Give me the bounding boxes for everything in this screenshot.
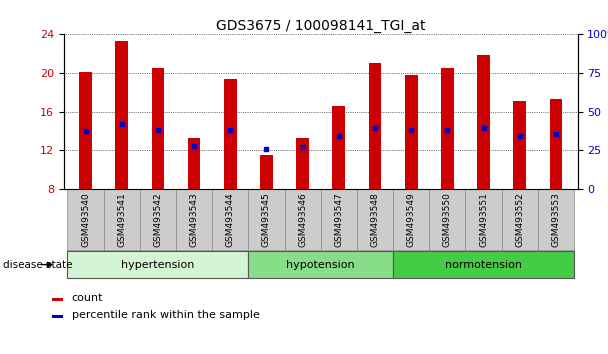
Bar	[151, 68, 164, 189]
Text: hypotension: hypotension	[286, 259, 355, 270]
Bar	[260, 155, 273, 189]
Text: GSM493551: GSM493551	[479, 192, 488, 247]
FancyBboxPatch shape	[393, 189, 429, 250]
Bar	[116, 41, 128, 189]
Bar	[405, 75, 418, 189]
Text: GSM493540: GSM493540	[81, 192, 90, 247]
Text: GSM493546: GSM493546	[298, 192, 307, 247]
Text: GSM493550: GSM493550	[443, 192, 452, 247]
Text: GSM493553: GSM493553	[551, 192, 561, 247]
Text: GSM493544: GSM493544	[226, 192, 235, 247]
Bar	[188, 138, 201, 189]
Text: GSM493543: GSM493543	[190, 192, 199, 247]
FancyBboxPatch shape	[212, 189, 248, 250]
FancyBboxPatch shape	[248, 189, 285, 250]
Text: GSM493545: GSM493545	[262, 192, 271, 247]
Bar	[513, 101, 526, 189]
Text: count: count	[72, 293, 103, 303]
FancyBboxPatch shape	[285, 189, 321, 250]
Title: GDS3675 / 100098141_TGI_at: GDS3675 / 100098141_TGI_at	[216, 19, 426, 33]
Text: GSM493542: GSM493542	[153, 192, 162, 247]
FancyBboxPatch shape	[103, 189, 140, 250]
Bar	[368, 63, 381, 189]
Text: disease state: disease state	[3, 259, 72, 270]
Bar	[52, 315, 63, 318]
Bar	[224, 79, 237, 189]
FancyBboxPatch shape	[67, 189, 103, 250]
Bar	[52, 298, 63, 301]
Text: percentile rank within the sample: percentile rank within the sample	[72, 310, 260, 320]
Bar	[296, 138, 309, 189]
Bar	[333, 105, 345, 189]
Text: hypertension: hypertension	[121, 259, 195, 270]
FancyBboxPatch shape	[393, 251, 574, 278]
Bar	[79, 72, 92, 189]
FancyBboxPatch shape	[248, 251, 393, 278]
FancyBboxPatch shape	[357, 189, 393, 250]
FancyBboxPatch shape	[466, 189, 502, 250]
Bar	[477, 55, 490, 189]
Text: GSM493549: GSM493549	[407, 192, 416, 247]
Bar	[550, 99, 562, 189]
Bar	[441, 68, 454, 189]
FancyBboxPatch shape	[429, 189, 466, 250]
FancyBboxPatch shape	[502, 189, 538, 250]
FancyBboxPatch shape	[176, 189, 212, 250]
FancyBboxPatch shape	[321, 189, 357, 250]
FancyBboxPatch shape	[140, 189, 176, 250]
FancyBboxPatch shape	[538, 189, 574, 250]
Text: GSM493547: GSM493547	[334, 192, 344, 247]
Text: normotension: normotension	[445, 259, 522, 270]
Text: GSM493548: GSM493548	[370, 192, 379, 247]
Text: GSM493541: GSM493541	[117, 192, 126, 247]
FancyBboxPatch shape	[67, 251, 248, 278]
Text: GSM493552: GSM493552	[515, 192, 524, 247]
